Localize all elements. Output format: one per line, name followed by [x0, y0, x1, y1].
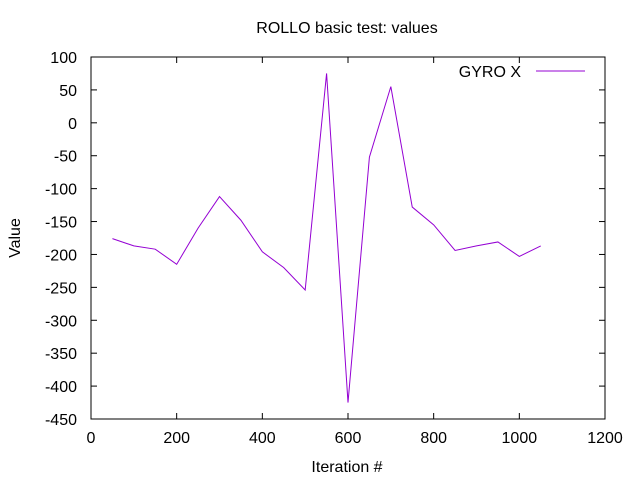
x-tick-label: 600 [335, 430, 362, 447]
y-tick-label: 0 [68, 116, 77, 133]
y-axis-tick-labels: 100 50 0 -50 -100 -150 -200 -250 -300 -350 -400 -45… [45, 50, 77, 429]
legend: GYRO X [459, 64, 585, 81]
y-tick-label: -100 [45, 182, 77, 199]
chart-title: ROLLO basic test: values [256, 20, 437, 37]
x-tick-label: 1200 [587, 430, 623, 447]
x-axis-label: Iteration # [311, 459, 382, 476]
series-layer [112, 73, 541, 403]
plot-frame [90, 56, 606, 420]
x-tick-label: 0 [87, 430, 96, 447]
x-tick-label: 800 [420, 430, 447, 447]
y-tick-label: 50 [59, 83, 77, 100]
y-tick-label: -350 [45, 346, 77, 363]
y-tick-label: -150 [45, 215, 77, 232]
y-axis-ticks [91, 56, 605, 420]
y-tick-label: 100 [50, 50, 77, 67]
x-tick-label: 200 [163, 430, 190, 447]
y-tick-label: -200 [45, 247, 77, 264]
y-tick-label: -450 [45, 412, 77, 429]
x-tick-label: 400 [249, 430, 276, 447]
y-tick-label: -400 [45, 379, 77, 396]
y-tick-label: -300 [45, 313, 77, 330]
series-line-gyro-x [112, 73, 541, 403]
legend-label-gyro-x: GYRO X [459, 64, 522, 81]
y-tick-label: -50 [54, 149, 77, 166]
y-tick-label: -250 [45, 280, 77, 297]
x-axis-ticks [90, 57, 606, 419]
x-axis-tick-labels: 0 200 400 600 800 1000 1200 [87, 430, 623, 447]
y-axis-label: Value [7, 218, 24, 258]
x-tick-label: 1000 [502, 430, 538, 447]
